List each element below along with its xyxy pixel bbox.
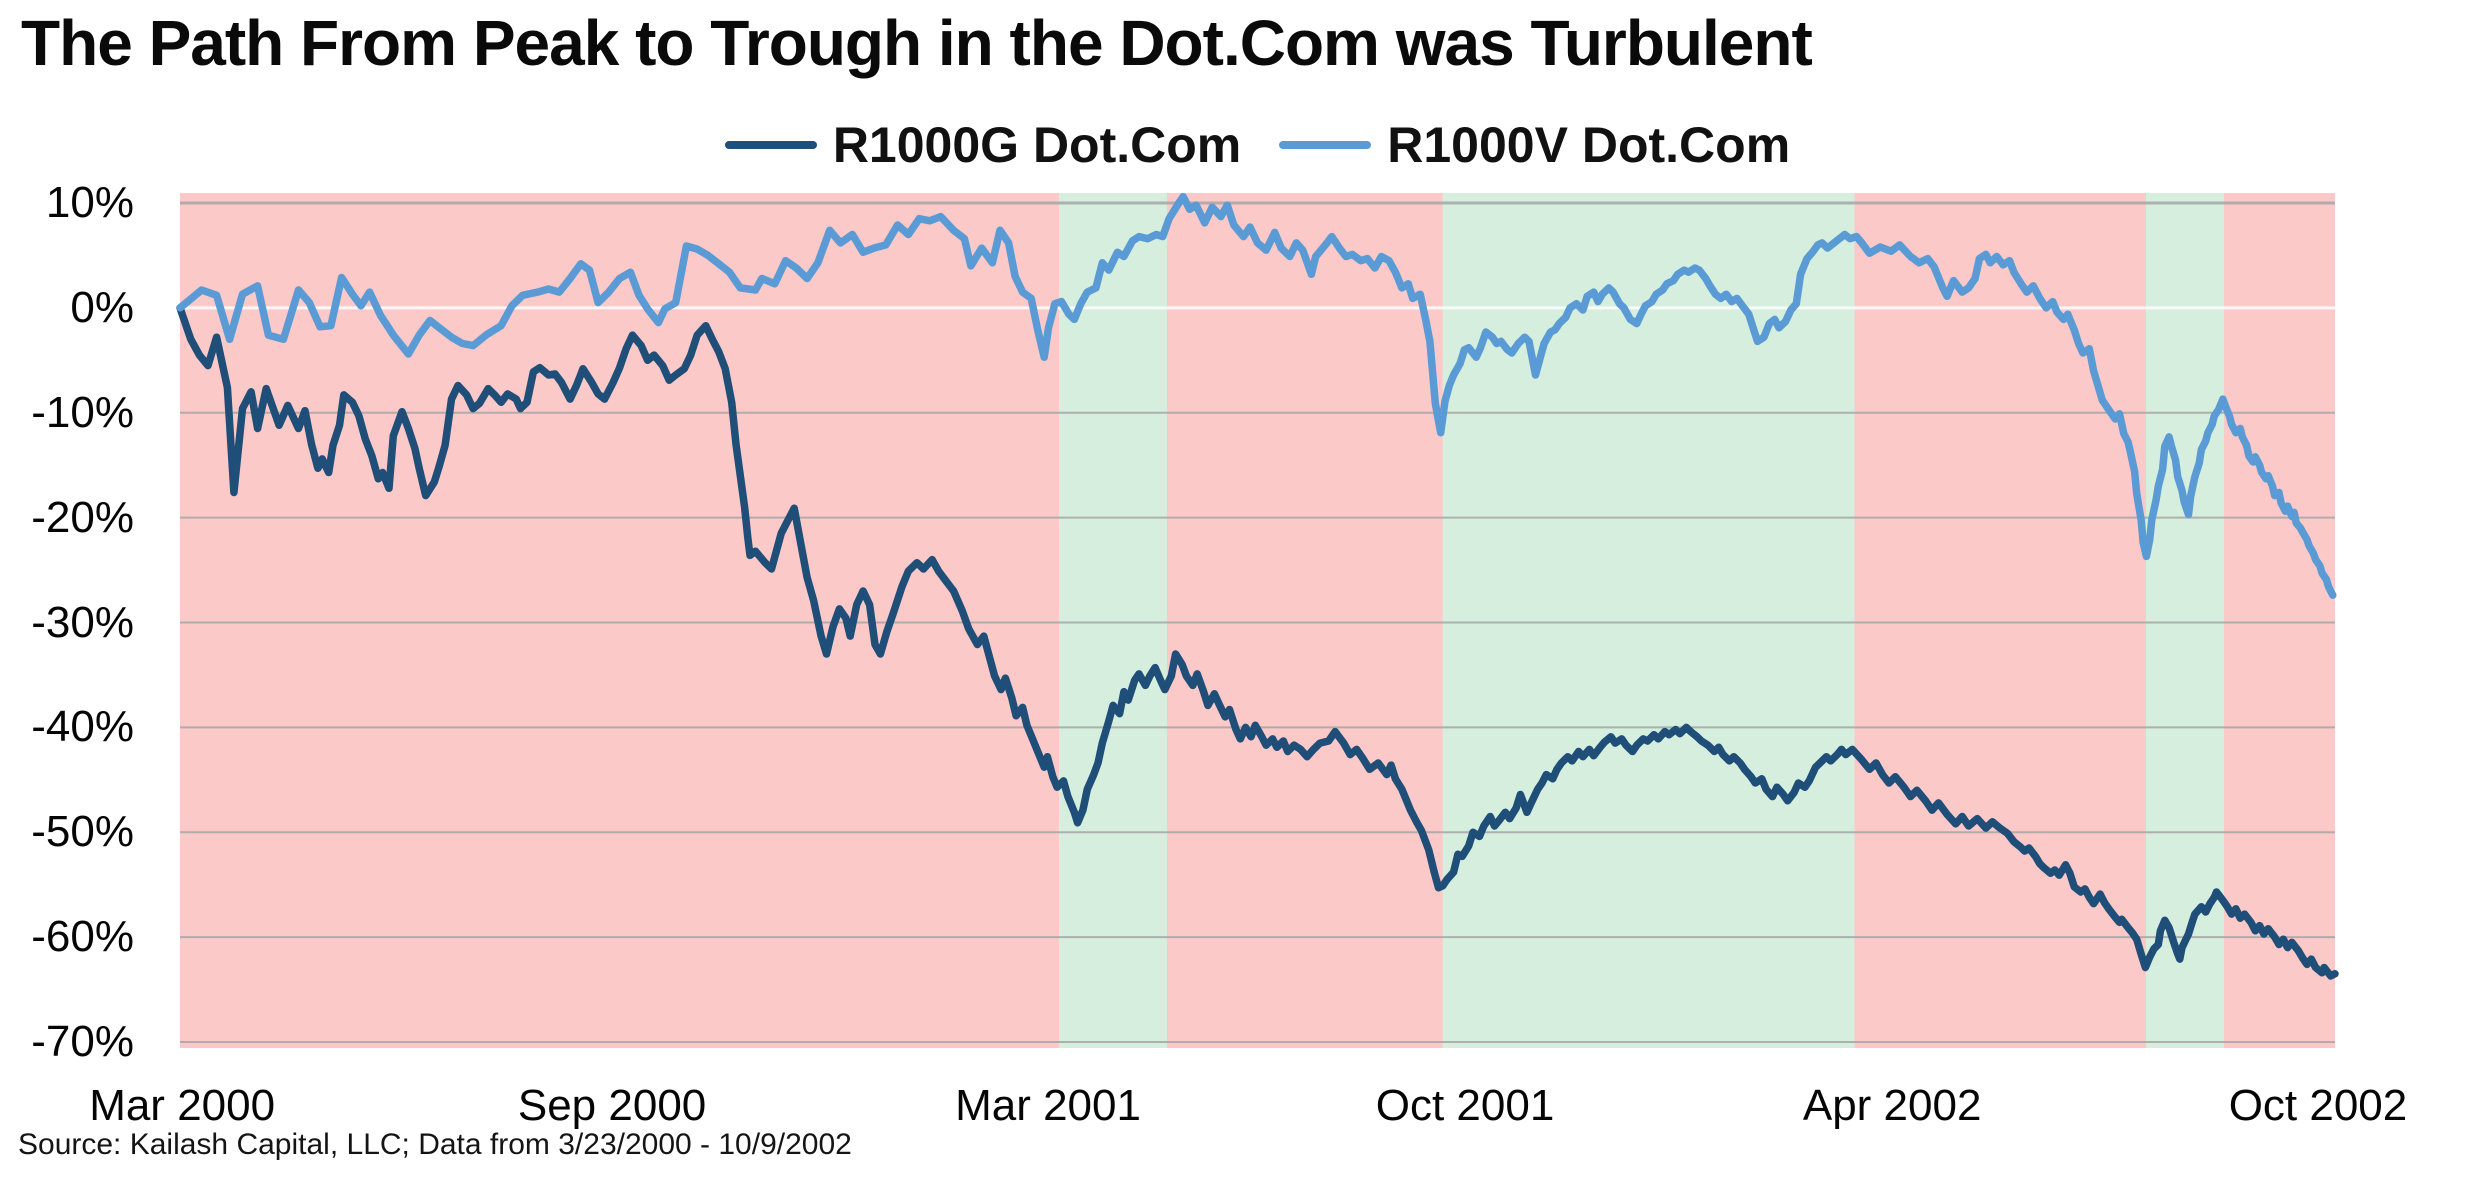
x-tick-label: Oct 2002: [2228, 1081, 2408, 1130]
band-recovery: [2146, 193, 2225, 1048]
legend-swatch-icon: [1279, 141, 1372, 149]
x-tick-label: Mar 2001: [955, 1081, 1141, 1130]
band-drawdown: [1166, 193, 1443, 1048]
y-tick-label: -10%: [31, 387, 134, 437]
chart-title: The Path From Peak to Trough in the Dot.…: [21, 7, 1813, 79]
band-drawdown: [180, 193, 1060, 1048]
legend-swatch-icon: [724, 141, 817, 149]
x-tick-label: Apr 2002: [1802, 1081, 1982, 1130]
legend-item-r1000g: R1000G Dot.Com: [724, 116, 1242, 174]
x-tick-label: Sep 2000: [517, 1081, 707, 1130]
chart-legend: R1000G Dot.Com R1000V Dot.Com: [180, 116, 2335, 174]
x-tick-label: Oct 2001: [1375, 1081, 1555, 1130]
y-tick-label: -40%: [31, 702, 134, 752]
y-tick-label: -20%: [31, 492, 134, 542]
band-drawdown: [2224, 193, 2335, 1048]
y-tick-label: -50%: [31, 807, 134, 857]
legend-label: R1000G Dot.Com: [832, 117, 1242, 173]
x-tick-label: Mar 2000: [89, 1081, 276, 1130]
band-recovery: [1059, 193, 1167, 1048]
legend-label: R1000V Dot.Com: [1387, 117, 1791, 173]
source-note: Source: Kailash Capital, LLC; Data from …: [18, 1128, 852, 1161]
series-line-r1000g: [176, 304, 2339, 980]
y-tick-label: 0%: [70, 282, 134, 332]
y-tick-label: 10%: [45, 178, 134, 227]
band-recovery: [1442, 193, 1855, 1048]
y-tick-label: -30%: [31, 597, 134, 647]
y-tick-label: -60%: [31, 912, 134, 962]
legend-item-r1000v: R1000V Dot.Com: [1279, 116, 1790, 174]
series-line-r1000v: [176, 192, 2337, 599]
band-drawdown: [1854, 193, 2147, 1048]
y-tick-label: -70%: [31, 1017, 134, 1066]
